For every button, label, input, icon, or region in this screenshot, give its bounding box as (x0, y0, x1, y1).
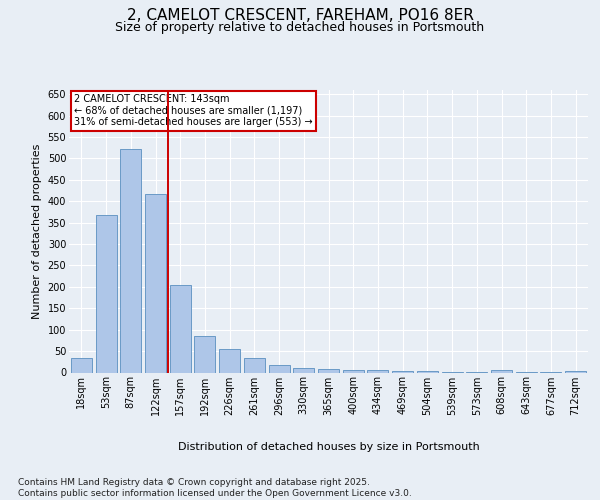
Text: Size of property relative to detached houses in Portsmouth: Size of property relative to detached ho… (115, 21, 485, 34)
Bar (392, 371, 413, 372)
Bar (565, 371, 586, 372)
Bar (491, 370, 512, 372)
Bar (120, 149, 141, 372)
Bar (244, 358, 265, 372)
Text: Contains HM Land Registry data © Crown copyright and database right 2025.
Contai: Contains HM Land Registry data © Crown c… (18, 478, 412, 498)
Bar (293, 368, 314, 372)
Bar (219, 349, 240, 372)
Bar (95, 215, 116, 372)
Bar (71, 358, 92, 372)
Y-axis label: Number of detached properties: Number of detached properties (32, 144, 42, 319)
Text: 2 CAMELOT CRESCENT: 143sqm
← 68% of detached houses are smaller (1,197)
31% of s: 2 CAMELOT CRESCENT: 143sqm ← 68% of deta… (74, 94, 313, 128)
Bar (269, 365, 290, 372)
Bar (417, 371, 438, 372)
Text: Distribution of detached houses by size in Portsmouth: Distribution of detached houses by size … (178, 442, 479, 452)
Bar (367, 370, 388, 372)
Bar (343, 370, 364, 372)
Bar (145, 194, 166, 372)
Text: 2, CAMELOT CRESCENT, FAREHAM, PO16 8ER: 2, CAMELOT CRESCENT, FAREHAM, PO16 8ER (127, 8, 473, 22)
Bar (194, 336, 215, 372)
Bar (318, 369, 339, 372)
Bar (170, 285, 191, 372)
